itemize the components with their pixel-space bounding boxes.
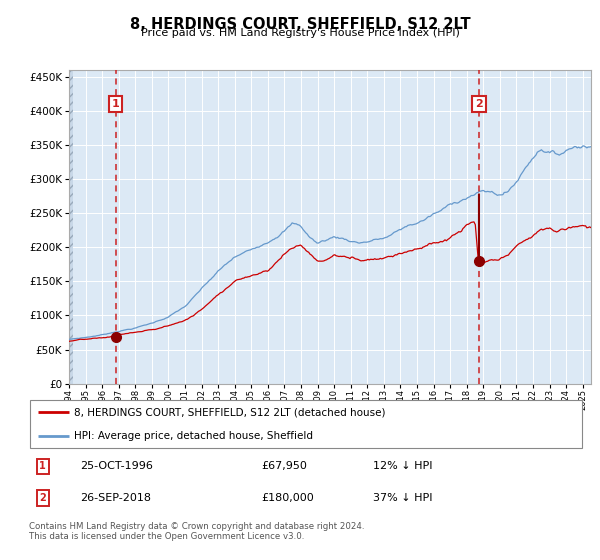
Text: £67,950: £67,950 xyxy=(262,461,307,472)
Bar xyxy=(69,70,73,384)
Text: 1: 1 xyxy=(112,99,119,109)
Text: HPI: Average price, detached house, Sheffield: HPI: Average price, detached house, Shef… xyxy=(74,431,313,441)
Text: £180,000: £180,000 xyxy=(262,493,314,503)
Text: 8, HERDINGS COURT, SHEFFIELD, S12 2LT: 8, HERDINGS COURT, SHEFFIELD, S12 2LT xyxy=(130,17,470,32)
Text: 26-SEP-2018: 26-SEP-2018 xyxy=(80,493,151,503)
Text: 8, HERDINGS COURT, SHEFFIELD, S12 2LT (detached house): 8, HERDINGS COURT, SHEFFIELD, S12 2LT (d… xyxy=(74,407,386,417)
Text: Price paid vs. HM Land Registry's House Price Index (HPI): Price paid vs. HM Land Registry's House … xyxy=(140,28,460,38)
Text: Contains HM Land Registry data © Crown copyright and database right 2024.
This d: Contains HM Land Registry data © Crown c… xyxy=(29,522,364,542)
FancyBboxPatch shape xyxy=(30,400,582,448)
Text: 12% ↓ HPI: 12% ↓ HPI xyxy=(373,461,433,472)
Text: 37% ↓ HPI: 37% ↓ HPI xyxy=(373,493,433,503)
Text: 25-OCT-1996: 25-OCT-1996 xyxy=(80,461,153,472)
Text: 2: 2 xyxy=(39,493,46,503)
Text: 2: 2 xyxy=(475,99,483,109)
Text: 1: 1 xyxy=(39,461,46,472)
